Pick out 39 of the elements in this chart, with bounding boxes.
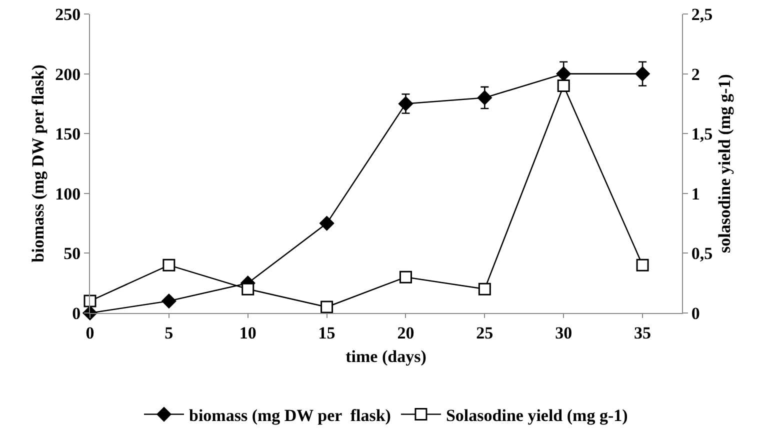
y-tick-label: 100 — [55, 184, 81, 204]
x-axis-title: time (days) — [346, 346, 426, 366]
x-tick-label: 0 — [86, 323, 94, 342]
point — [636, 258, 649, 272]
y2-tick-label: 0 — [691, 304, 700, 323]
y2-tick-label: 1,5 — [691, 124, 713, 144]
legend-label: biomass (mg DW per flask) — [189, 406, 391, 425]
point — [162, 258, 176, 272]
x-tick-label: 15 — [318, 323, 336, 342]
point — [398, 96, 413, 111]
point — [557, 80, 570, 92]
y-tick-label: 250 — [55, 4, 81, 24]
x-tick-label: 35 — [634, 323, 652, 342]
y-tick-label: 50 — [64, 244, 81, 264]
point — [84, 294, 96, 308]
x-tick-label: 5 — [164, 323, 174, 342]
point — [477, 90, 492, 105]
x-tick-label: 30 — [555, 323, 572, 342]
point — [635, 66, 650, 82]
point — [162, 294, 176, 308]
y-tick-label: 150 — [55, 124, 81, 144]
point — [556, 66, 571, 82]
legend-label: Solasodine yield (mg g-1) — [446, 406, 628, 425]
y-tick-label: 200 — [55, 64, 81, 84]
y2-tick-label: 2 — [691, 64, 700, 84]
y2-tick-label: 2,5 — [691, 4, 713, 24]
y2-tick-label: 1 — [691, 184, 700, 204]
x-tick-label: 10 — [239, 323, 256, 342]
y2-tick-label: 0,5 — [691, 244, 713, 264]
y2-axis-title: solasodine yield (mg g-1) — [715, 74, 734, 253]
point — [320, 300, 334, 314]
point — [478, 282, 491, 296]
y-axis-title: biomass (mg DW per flask) — [28, 64, 48, 262]
y-tick-label: 0 — [72, 304, 81, 323]
point — [399, 270, 412, 284]
x-tick-label: 25 — [476, 323, 494, 342]
point — [242, 282, 254, 296]
point — [320, 216, 334, 231]
x-tick-label: 20 — [397, 323, 414, 342]
